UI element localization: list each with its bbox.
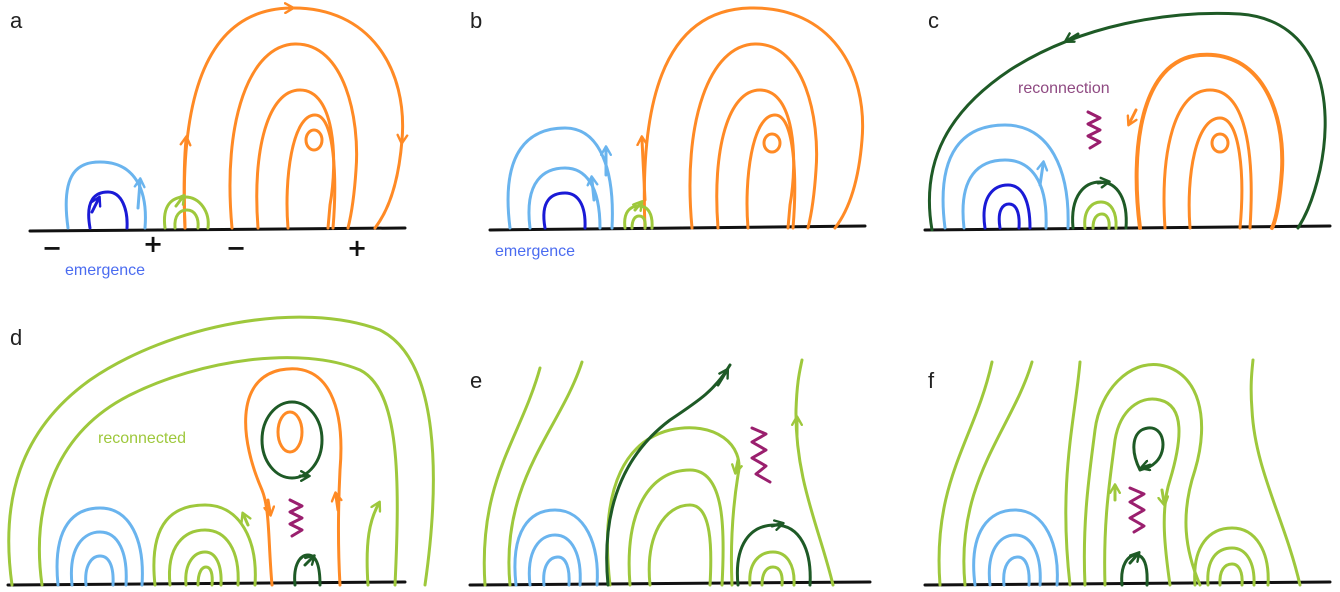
blue-field-lines xyxy=(55,506,144,587)
dark-green-field-lines xyxy=(260,400,324,587)
orange-field-lines xyxy=(636,6,865,230)
panel-a: a − + − + emergence xyxy=(10,2,409,279)
reconnection-squiggle xyxy=(288,498,304,538)
panel-e: e xyxy=(468,358,872,587)
reconnection-label: reconnection xyxy=(1018,80,1110,97)
orange-field-lines xyxy=(1126,52,1285,230)
emergence-label: emergence xyxy=(495,243,575,260)
blue-field-lines xyxy=(64,160,147,230)
green-small-loop xyxy=(623,200,654,230)
panel-f: f xyxy=(923,358,1332,587)
green-loops xyxy=(152,503,257,587)
panel-b: b emergence xyxy=(470,6,867,260)
blue-field-lines xyxy=(513,508,599,587)
photosphere-line xyxy=(28,226,407,233)
orange-field-lines xyxy=(179,2,409,230)
photosphere-line xyxy=(923,580,1332,587)
emergence-label: emergence xyxy=(65,262,145,279)
panel-d: d xyxy=(6,315,435,587)
dark-green-field-line xyxy=(927,11,1327,232)
polarity-minus-2: − xyxy=(226,234,246,262)
polarity-minus-1: − xyxy=(42,234,62,262)
panel-c-letter: c xyxy=(928,8,939,33)
panel-d-letter: d xyxy=(10,325,22,350)
orange-field-lines xyxy=(244,367,343,587)
blue-field-lines xyxy=(506,126,614,230)
photosphere-line xyxy=(6,580,407,587)
panel-f-letter: f xyxy=(928,368,935,393)
reconnected-green-lines xyxy=(7,315,435,587)
reconnection-squiggle xyxy=(1086,110,1102,150)
dark-green-field-lines xyxy=(1120,426,1165,587)
open-green-lines xyxy=(482,358,835,587)
panel-c: c reconnection xyxy=(923,8,1332,232)
open-green-lines xyxy=(937,358,1302,587)
dark-green-field-lines xyxy=(605,363,812,587)
green-loops xyxy=(1193,526,1270,587)
reconnection-squiggle xyxy=(1128,486,1146,534)
polarity-plus-2: + xyxy=(347,234,367,262)
photosphere-line xyxy=(488,224,867,232)
reconnection-squiggle xyxy=(750,426,772,484)
panel-b-letter: b xyxy=(470,8,482,33)
green-small-loop xyxy=(162,193,210,230)
polarity-plus-1: + xyxy=(143,230,163,258)
panel-e-letter: e xyxy=(470,368,482,393)
blue-field-lines xyxy=(972,508,1059,587)
photosphere-line xyxy=(468,580,872,587)
green-loops xyxy=(748,550,796,587)
blue-field-lines xyxy=(941,123,1070,230)
panel-a-letter: a xyxy=(10,8,23,33)
green-loops xyxy=(1071,176,1128,230)
reconnected-label: reconnected xyxy=(98,430,186,447)
